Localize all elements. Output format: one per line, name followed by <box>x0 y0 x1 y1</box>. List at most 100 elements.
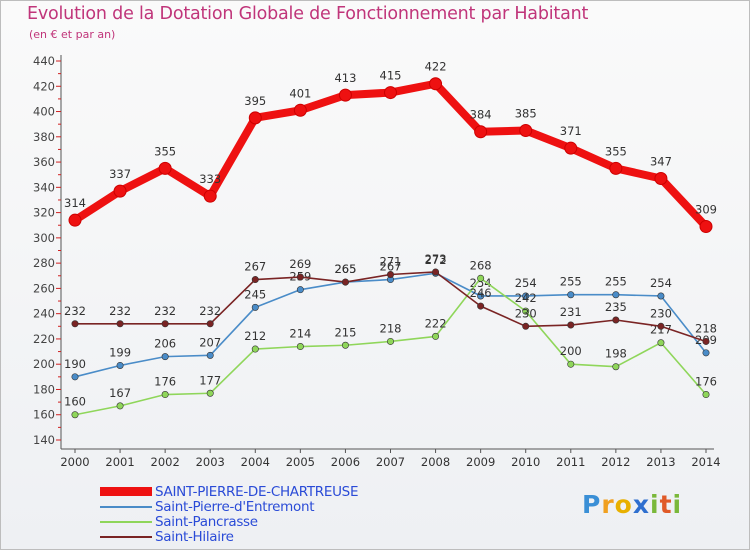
data-label: 422 <box>425 60 447 74</box>
x-tick-label: 2008 <box>421 455 450 469</box>
y-tick-label: 160 <box>33 408 55 422</box>
data-label: 235 <box>605 300 627 314</box>
legend-swatch <box>100 520 152 523</box>
data-point <box>296 343 304 351</box>
x-tick-label: 2007 <box>376 455 405 469</box>
data-label: 267 <box>244 260 266 274</box>
data-point <box>522 322 530 330</box>
y-tick-label: 440 <box>33 54 55 68</box>
data-label: 218 <box>695 321 717 335</box>
data-label: 265 <box>334 262 356 276</box>
data-label: 395 <box>244 94 266 108</box>
data-label: 230 <box>515 306 537 320</box>
data-label: 309 <box>695 202 717 216</box>
data-label: 218 <box>380 321 402 335</box>
y-tick-label: 140 <box>33 433 55 447</box>
data-label: 214 <box>289 327 311 341</box>
data-point <box>567 291 575 299</box>
data-point <box>338 88 352 102</box>
data-label: 230 <box>650 306 672 320</box>
data-label: 401 <box>289 86 311 100</box>
data-label: 190 <box>64 357 86 371</box>
y-tick-label: 420 <box>33 79 55 93</box>
data-label: 415 <box>380 69 402 83</box>
data-label: 265 <box>334 262 356 276</box>
y-tick-label: 380 <box>33 130 55 144</box>
data-point <box>519 123 533 137</box>
data-label: 200 <box>560 344 582 358</box>
data-point <box>161 353 169 361</box>
data-point <box>206 389 214 397</box>
data-label: 176 <box>695 375 717 389</box>
x-tick-label: 2005 <box>286 455 315 469</box>
data-point <box>477 274 485 282</box>
legend-label: Saint-Hilaire <box>155 528 234 545</box>
data-label: 206 <box>154 337 176 351</box>
legend-label: Saint-Pancrasse <box>155 513 258 530</box>
y-tick-label: 280 <box>33 256 55 270</box>
data-label: 333 <box>199 172 221 186</box>
x-tick-label: 2010 <box>511 455 540 469</box>
data-point <box>158 161 172 175</box>
data-label: 347 <box>650 154 672 168</box>
data-point <box>432 332 440 340</box>
proxiti-logo: Proxiti <box>582 490 683 519</box>
data-label: 199 <box>109 345 131 359</box>
data-point <box>474 125 488 139</box>
data-label: 254 <box>515 276 537 290</box>
data-label: 232 <box>109 304 131 318</box>
data-point <box>657 339 665 347</box>
data-point <box>341 278 349 286</box>
data-point <box>657 322 665 330</box>
y-tick-label: 400 <box>33 105 55 119</box>
data-point <box>68 213 82 227</box>
data-label: 384 <box>470 108 492 122</box>
data-point <box>71 411 79 419</box>
legend-item: Saint-Pierre-d'Entremont <box>100 499 358 515</box>
x-tick-label: 2003 <box>196 455 225 469</box>
legend-swatch <box>100 505 152 508</box>
x-tick-label: 2013 <box>646 455 675 469</box>
data-point <box>567 321 575 329</box>
line-chart: 140 160 180 200 220 240 260 280 300 320 340 360 380 4… <box>33 54 721 469</box>
data-label: 232 <box>199 304 221 318</box>
data-point <box>116 361 124 369</box>
data-label: 371 <box>560 124 582 138</box>
data-label: 245 <box>244 287 266 301</box>
data-label: 255 <box>560 275 582 289</box>
data-label: 176 <box>154 375 176 389</box>
data-label: 337 <box>109 167 131 181</box>
data-label: 207 <box>199 335 221 349</box>
data-label: 232 <box>64 304 86 318</box>
data-point <box>657 292 665 300</box>
data-label: 242 <box>515 291 537 305</box>
data-label: 198 <box>605 347 627 361</box>
legend-item: SAINT-PIERRE-DE-CHARTREUSE <box>100 484 358 500</box>
data-point <box>654 171 668 185</box>
y-tick-label: 360 <box>33 155 55 169</box>
data-point <box>386 337 394 345</box>
data-label: 254 <box>650 276 672 290</box>
data-label: 246 <box>470 286 492 300</box>
y-tick-label: 300 <box>33 231 55 245</box>
data-label: 212 <box>244 329 266 343</box>
data-point <box>251 303 259 311</box>
data-label: 222 <box>425 316 447 330</box>
data-label: 215 <box>334 325 356 339</box>
data-point <box>116 320 124 328</box>
y-tick-label: 180 <box>33 382 55 396</box>
data-point <box>296 286 304 294</box>
x-tick-label: 2004 <box>241 455 270 469</box>
data-point <box>702 349 710 357</box>
y-tick-label: 260 <box>33 281 55 295</box>
data-point <box>296 273 304 281</box>
legend-item: Saint-Pancrasse <box>100 513 358 530</box>
data-point <box>612 363 620 371</box>
x-tick-label: 2000 <box>60 455 89 469</box>
data-point <box>116 402 124 410</box>
data-point <box>161 320 169 328</box>
data-point <box>251 276 259 284</box>
y-tick-label: 220 <box>33 332 55 346</box>
data-point <box>71 373 79 381</box>
data-label: 314 <box>64 196 86 210</box>
